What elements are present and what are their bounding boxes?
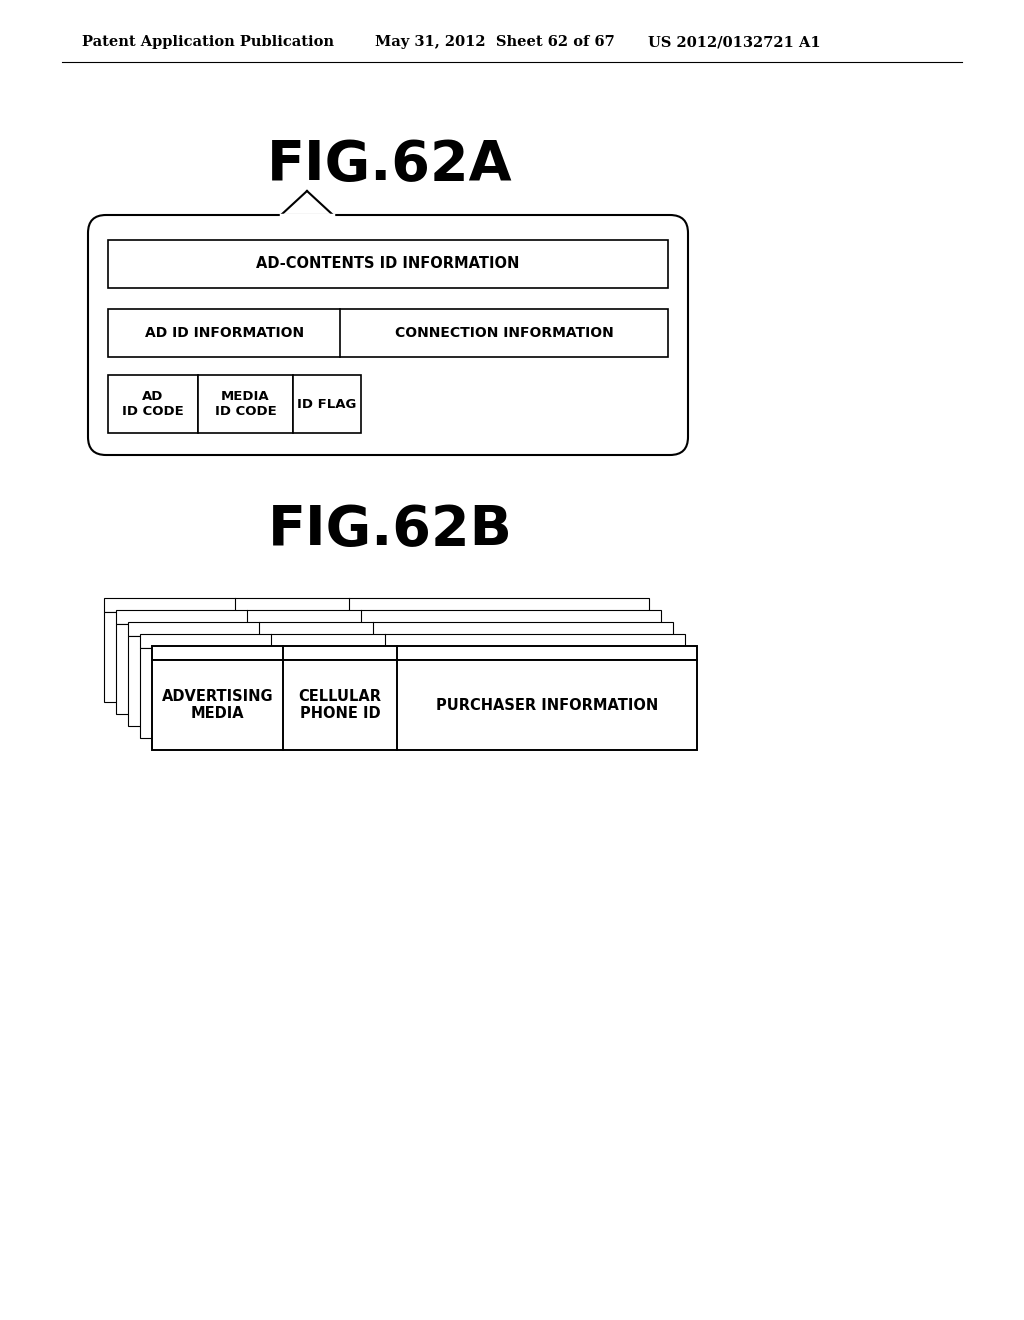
Bar — [104, 598, 649, 612]
Text: US 2012/0132721 A1: US 2012/0132721 A1 — [648, 36, 820, 49]
Text: FIG.62B: FIG.62B — [267, 503, 512, 557]
Text: May 31, 2012  Sheet 62 of 67: May 31, 2012 Sheet 62 of 67 — [375, 36, 614, 49]
Text: Patent Application Publication: Patent Application Publication — [82, 36, 334, 49]
Text: CONNECTION INFORMATION: CONNECTION INFORMATION — [395, 326, 613, 341]
Bar — [116, 624, 662, 714]
Text: ID FLAG: ID FLAG — [297, 397, 356, 411]
Text: PURCHASER INFORMATION: PURCHASER INFORMATION — [436, 697, 658, 713]
Text: ADVERTISING
MEDIA: ADVERTISING MEDIA — [162, 689, 273, 721]
Bar — [140, 648, 685, 738]
Bar — [128, 636, 673, 726]
Bar — [198, 375, 293, 433]
Text: AD
ID CODE: AD ID CODE — [122, 389, 184, 418]
Bar — [104, 612, 649, 702]
Bar — [128, 622, 673, 636]
Text: FIG.62A: FIG.62A — [267, 139, 513, 191]
Bar — [152, 660, 697, 750]
Bar — [293, 375, 361, 433]
Bar — [140, 634, 685, 648]
Text: MEDIA
ID CODE: MEDIA ID CODE — [215, 389, 276, 418]
Bar — [108, 240, 668, 288]
Text: CELLULAR
PHONE ID: CELLULAR PHONE ID — [299, 689, 382, 721]
Text: AD-CONTENTS ID INFORMATION: AD-CONTENTS ID INFORMATION — [256, 256, 520, 272]
Bar — [116, 610, 662, 624]
Bar — [108, 309, 668, 356]
FancyBboxPatch shape — [88, 215, 688, 455]
Bar — [108, 375, 198, 433]
Bar — [152, 645, 697, 660]
Text: AD ID INFORMATION: AD ID INFORMATION — [144, 326, 304, 341]
